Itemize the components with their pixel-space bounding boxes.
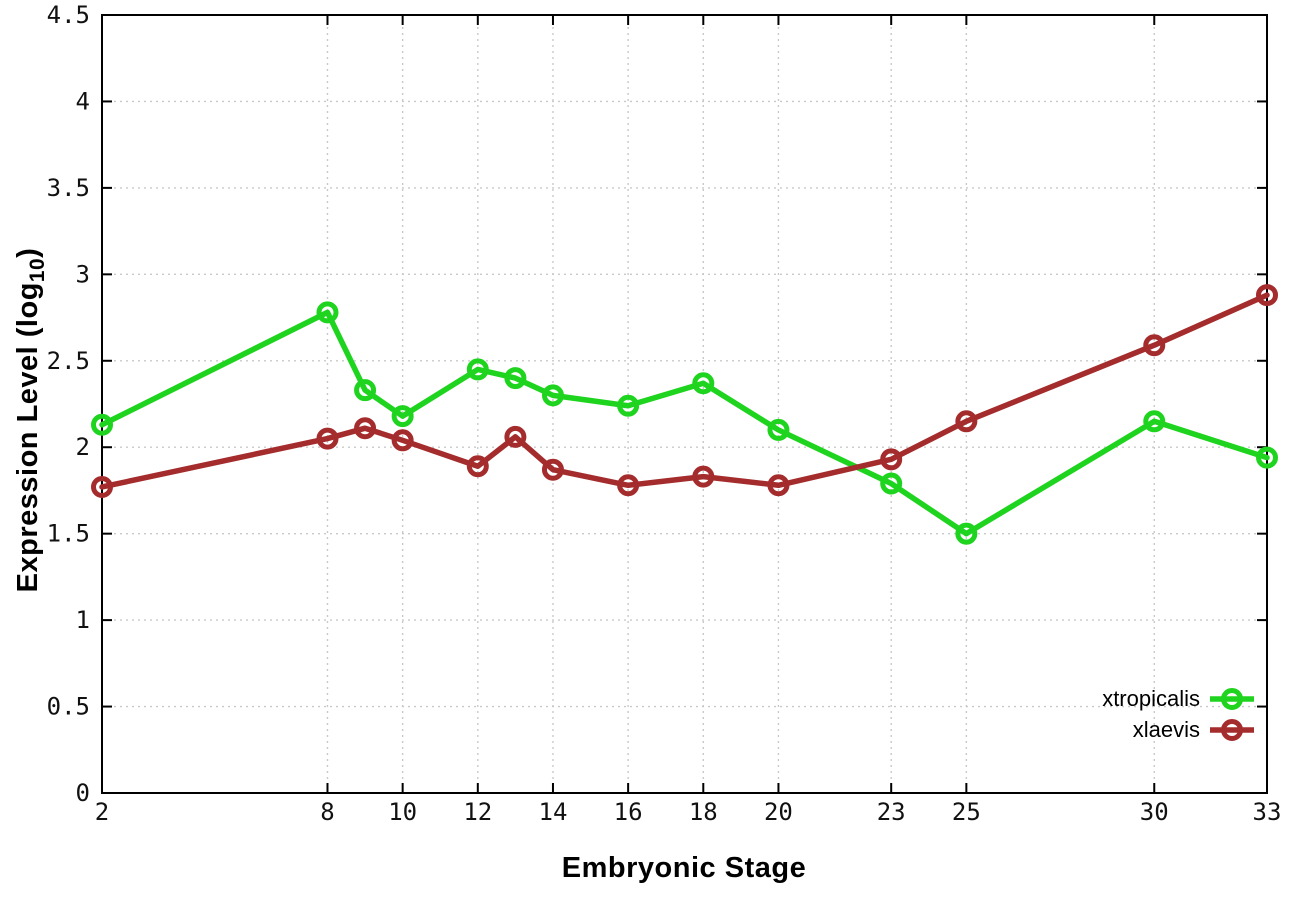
data-point-xlaevis xyxy=(1143,334,1166,357)
legend-sample-xlaevis xyxy=(1210,718,1254,741)
data-point-xtropicalis xyxy=(1143,410,1166,433)
data-point-xlaevis xyxy=(504,425,527,448)
data-point-xtropicalis xyxy=(880,472,903,495)
data-point-xtropicalis xyxy=(955,522,978,545)
data-point-xtropicalis xyxy=(466,358,489,381)
data-point-xlaevis xyxy=(354,417,377,440)
data-point-xtropicalis xyxy=(767,418,790,441)
legend-item-xlaevis: xlaevis xyxy=(1102,714,1255,745)
x-tick-label: 12 xyxy=(463,798,492,826)
x-tick-label: 10 xyxy=(388,798,417,826)
data-point-xlaevis xyxy=(955,410,978,433)
y-tick-label: 3.5 xyxy=(47,174,90,202)
plot-border xyxy=(101,14,1268,794)
data-point-xtropicalis xyxy=(91,413,113,436)
data-point-xtropicalis xyxy=(354,379,377,402)
legend-label-xtropicalis: xtropicalis xyxy=(1102,685,1200,711)
y-axis-title: Expression Level (log10) xyxy=(12,248,50,593)
data-point-xtropicalis xyxy=(391,405,414,428)
x-tick-label: 14 xyxy=(539,798,568,826)
x-tick-label: 30 xyxy=(1140,798,1169,826)
y-tick-label: 2.5 xyxy=(47,347,90,375)
series-line-xtropicalis xyxy=(99,309,1270,537)
data-point-xlaevis xyxy=(316,427,339,450)
y-tick-label: 2 xyxy=(76,433,90,461)
legend-item-xtropicalis: xtropicalis xyxy=(1102,683,1255,714)
legend-label-xlaevis: xlaevis xyxy=(1132,716,1200,742)
data-point-xlaevis xyxy=(391,429,414,452)
y-tick-label: 4 xyxy=(76,87,90,115)
x-tick-label: 18 xyxy=(689,798,718,826)
x-tick-label: 2 xyxy=(95,798,109,826)
legend: xtropicalis xlaevis xyxy=(1102,683,1255,745)
y-tick-label: 0.5 xyxy=(47,693,90,721)
data-point-xtropicalis xyxy=(1256,446,1278,469)
data-point-xlaevis xyxy=(466,455,489,478)
data-point-xtropicalis xyxy=(692,372,715,395)
y-tick-label: 1 xyxy=(76,606,90,634)
x-tick-label: 23 xyxy=(877,798,906,826)
y-tick-label: 1.5 xyxy=(47,520,90,548)
data-point-xlaevis xyxy=(692,465,715,488)
x-axis-title: Embryonic Stage xyxy=(561,852,807,884)
x-tick-label: 33 xyxy=(1253,798,1282,826)
data-point-xtropicalis xyxy=(316,301,339,324)
data-point-xlaevis xyxy=(880,448,903,471)
data-point-xlaevis xyxy=(767,474,790,497)
y-tick-label: 0 xyxy=(76,779,90,807)
data-point-xlaevis xyxy=(91,475,113,498)
x-tick-label: 25 xyxy=(952,798,981,826)
data-point-xlaevis xyxy=(541,458,564,481)
data-point-xtropicalis xyxy=(504,367,527,390)
x-tick-label: 8 xyxy=(320,798,334,826)
data-point-xtropicalis xyxy=(617,394,640,417)
legend-sample-xtropicalis xyxy=(1210,687,1254,710)
y-axis-title-main: Expression Level (log xyxy=(12,282,45,593)
data-point-xtropicalis xyxy=(541,384,564,407)
data-point-xlaevis xyxy=(1256,284,1278,307)
data-point-xlaevis xyxy=(617,474,640,497)
y-axis-title-end: ) xyxy=(12,247,45,258)
y-tick-label: 4.5 xyxy=(47,1,90,29)
y-tick-label: 3 xyxy=(76,260,90,288)
x-tick-label: 20 xyxy=(764,798,793,826)
x-tick-label: 16 xyxy=(614,798,643,826)
y-axis-title-subscript: 10 xyxy=(25,257,49,283)
